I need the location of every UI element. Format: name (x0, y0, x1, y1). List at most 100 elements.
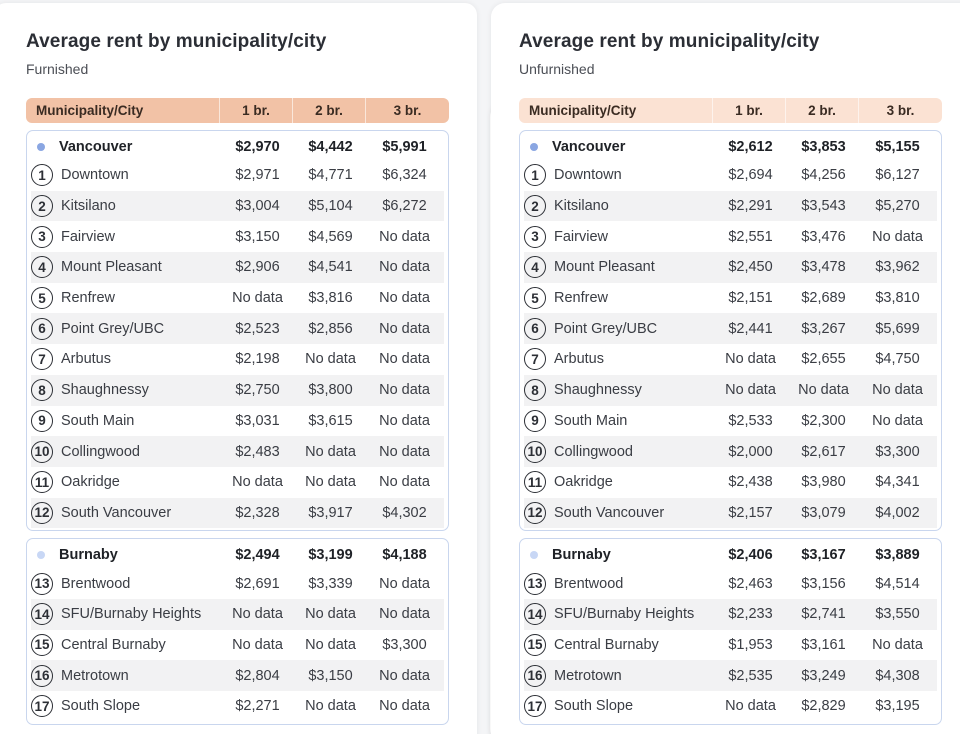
table-row: 9 South Main $2,533 $2,300 No data (524, 406, 937, 437)
value-cell: No data (379, 412, 430, 429)
value-cell: $2,694 (728, 167, 773, 184)
area-number-badge: 10 (524, 440, 546, 463)
area-name: Collingwood (61, 443, 140, 460)
value-cell: $2,689 (801, 290, 846, 307)
table-row: 17 South Slope No data $2,829 $3,195 (524, 691, 937, 722)
table-row: 10 Collingwood $2,483 No data No data (31, 436, 444, 467)
group-total-row: Vancouver $2,970 $4,442 $5,991 (31, 133, 444, 160)
value-cell: No data (379, 575, 430, 592)
value-cell: $3,167 (801, 546, 846, 563)
rent-table: Municipality/City 1 br. 2 br. 3 br. Vancouve… (519, 98, 942, 725)
area-number-badge: 7 (31, 348, 53, 371)
area-number-badge: 12 (524, 501, 546, 524)
area-number-badge: 6 (524, 317, 546, 340)
area-name: Central Burnaby (554, 636, 659, 653)
area-number-badge: 4 (524, 256, 546, 279)
value-cell: $3,195 (875, 698, 920, 715)
area-name: South Vancouver (554, 504, 665, 521)
value-cell: $2,856 (308, 320, 353, 337)
group-name: Burnaby (59, 546, 118, 563)
column-header: 2 br. (293, 98, 366, 123)
area-name-cell: 6 Point Grey/UBC (524, 317, 714, 340)
value-cell: $2,300 (801, 412, 846, 429)
rent-table: Municipality/City 1 br. 2 br. 3 br. Vancouve… (26, 98, 449, 725)
group-name-cell: Burnaby (524, 547, 714, 563)
value-cell: No data (379, 606, 430, 623)
value-cell: $3,962 (875, 259, 920, 276)
value-cell: No data (305, 474, 356, 491)
area-number-badge: 15 (524, 633, 546, 656)
value-cell: No data (379, 474, 430, 491)
value-cell: $5,699 (875, 320, 920, 337)
area-name-cell: 12 South Vancouver (31, 501, 221, 524)
table-row: 6 Point Grey/UBC $2,441 $3,267 $5,699 (524, 313, 937, 345)
value-cell: $2,533 (728, 412, 773, 429)
value-cell: $4,308 (875, 667, 920, 684)
area-name-cell: 3 Fairview (524, 225, 714, 248)
area-name: South Main (554, 412, 628, 429)
table-row: 4 Mount Pleasant $2,450 $3,478 $3,962 (524, 252, 937, 283)
value-cell: $6,324 (382, 167, 427, 184)
value-cell: $3,543 (801, 198, 846, 215)
value-cell: No data (725, 382, 776, 399)
value-cell: $3,267 (801, 320, 846, 337)
value-cell: $2,655 (801, 351, 846, 368)
value-cell: $2,750 (235, 382, 280, 399)
column-header: 3 br. (393, 103, 422, 118)
value-cell: $2,535 (728, 667, 773, 684)
table-row: 14 SFU/Burnaby Heights No data No data No da… (31, 598, 444, 630)
group-name-cell: Burnaby (31, 547, 221, 563)
area-name-cell: 8 Shaughnessy (31, 379, 221, 402)
area-name: Kitsilano (554, 198, 609, 215)
area-number-badge: 16 (524, 664, 546, 687)
area-name-cell: 16 Metrotown (524, 664, 714, 687)
area-name: Fairview (554, 228, 608, 245)
value-cell: $2,691 (235, 575, 280, 592)
area-number-badge: 5 (524, 287, 546, 310)
value-cell: No data (725, 698, 776, 715)
area-number-badge: 14 (524, 603, 546, 626)
area-number-badge: 4 (31, 256, 53, 279)
area-name: Downtown (61, 167, 129, 184)
value-cell: $2,829 (801, 698, 846, 715)
table-row: 1 Downtown $2,694 $4,256 $6,127 (524, 160, 937, 191)
value-cell: $4,188 (382, 546, 427, 563)
value-cell: $3,199 (308, 546, 353, 563)
area-number-badge: 9 (524, 409, 546, 432)
value-cell: $3,810 (875, 290, 920, 307)
area-number-badge: 11 (31, 471, 53, 494)
area-number-badge: 13 (524, 572, 546, 595)
table-row: 17 South Slope $2,271 No data No data (31, 691, 444, 722)
area-name-cell: 7 Arbutus (31, 348, 221, 371)
value-cell: No data (305, 443, 356, 460)
value-cell: No data (379, 443, 430, 460)
value-cell: $2,971 (235, 167, 280, 184)
column-header: Municipality/City (26, 98, 220, 123)
table-row: 12 South Vancouver $2,157 $3,079 $4,002 (524, 497, 937, 529)
area-name-cell: 11 Oakridge (31, 471, 221, 494)
area-name-cell: 4 Mount Pleasant (524, 256, 714, 279)
table-row: 8 Shaughnessy $2,750 $3,800 No data (31, 374, 444, 406)
value-cell: $5,270 (875, 198, 920, 215)
value-cell: $3,339 (308, 575, 353, 592)
table-row: 11 Oakridge $2,438 $3,980 $4,341 (524, 467, 937, 498)
value-cell: $4,569 (308, 228, 353, 245)
value-cell: $3,156 (801, 575, 846, 592)
value-cell: $3,980 (801, 474, 846, 491)
value-cell: No data (305, 351, 356, 368)
area-name: South Main (61, 412, 135, 429)
area-name: Renfrew (61, 290, 115, 307)
group-name: Vancouver (552, 138, 626, 155)
group-name: Burnaby (552, 546, 611, 563)
table-row: 15 Central Burnaby $1,953 $3,161 No data (524, 630, 937, 661)
panel-title: Average rent by municipality/city (26, 31, 327, 52)
area-number-badge: 12 (31, 501, 53, 524)
unfurnished-panel: Average rent by municipality/city Unfurn… (491, 3, 960, 734)
table-row: 15 Central Burnaby No data No data $3,300 (31, 630, 444, 661)
table-row: 14 SFU/Burnaby Heights $2,233 $2,741 $3,550 (524, 598, 937, 630)
value-cell: $2,906 (235, 259, 280, 276)
area-number-badge: 5 (31, 287, 53, 310)
area-number-badge: 16 (31, 664, 53, 687)
area-name: Point Grey/UBC (61, 320, 165, 337)
area-name-cell: 4 Mount Pleasant (31, 256, 221, 279)
